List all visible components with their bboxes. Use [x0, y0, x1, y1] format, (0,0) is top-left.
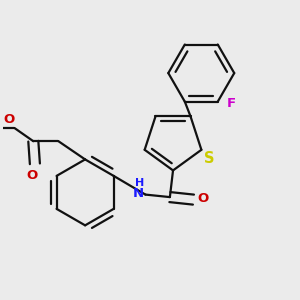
Text: H: H	[135, 178, 144, 188]
Text: O: O	[4, 112, 15, 125]
Text: O: O	[197, 193, 208, 206]
Text: S: S	[204, 152, 214, 166]
Text: N: N	[133, 188, 144, 200]
Text: F: F	[226, 97, 236, 110]
Text: O: O	[26, 169, 38, 182]
